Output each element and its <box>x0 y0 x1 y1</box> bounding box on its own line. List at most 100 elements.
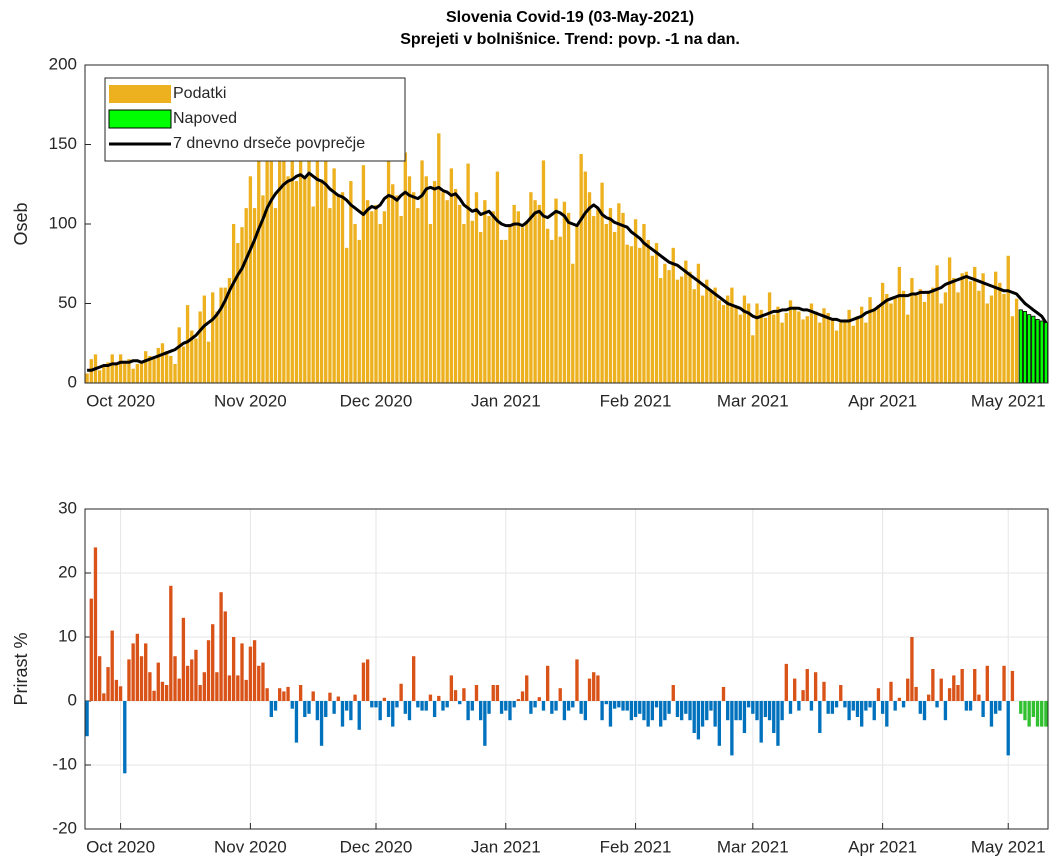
bar <box>813 672 818 701</box>
bar <box>273 701 278 711</box>
bar <box>985 303 989 383</box>
bar <box>307 701 311 714</box>
bar <box>407 176 412 383</box>
bar <box>654 701 659 708</box>
bar <box>118 354 123 383</box>
x-tick-label: Feb 2021 <box>600 391 672 410</box>
bar <box>772 701 776 733</box>
bar <box>190 330 194 383</box>
bar <box>315 701 320 721</box>
bar <box>625 701 629 711</box>
bar <box>462 688 466 701</box>
bar <box>1044 701 1048 727</box>
bar <box>458 701 462 705</box>
bar <box>659 701 663 727</box>
bar <box>185 305 190 383</box>
bar <box>830 701 835 714</box>
bar <box>545 228 550 383</box>
y-tick-label: 0 <box>68 372 77 391</box>
bar <box>97 370 102 383</box>
bar <box>370 701 374 708</box>
y-tick-label: 0 <box>68 690 77 709</box>
y-tick-label: 200 <box>49 54 77 73</box>
bar <box>1019 701 1023 714</box>
bar <box>223 611 227 701</box>
bar <box>273 208 278 383</box>
bar <box>106 362 110 383</box>
bar <box>491 685 495 701</box>
bar <box>705 701 709 721</box>
bar <box>303 701 307 717</box>
bar <box>537 697 541 701</box>
bar <box>403 152 407 383</box>
bar <box>169 585 173 701</box>
bar <box>261 662 265 701</box>
bar <box>1027 314 1032 384</box>
bar <box>449 168 454 383</box>
bar <box>499 239 504 383</box>
bar <box>416 208 420 383</box>
bar <box>801 319 805 383</box>
bar <box>793 306 797 383</box>
bar <box>537 204 541 383</box>
x-tick-label: Dec 2020 <box>340 837 413 856</box>
bar <box>211 624 215 701</box>
bar <box>864 322 868 383</box>
bar <box>135 633 140 701</box>
bar <box>868 297 872 383</box>
bar <box>160 343 165 383</box>
bar <box>918 289 922 383</box>
bar <box>244 208 248 383</box>
bar <box>897 266 902 383</box>
bar <box>931 287 935 383</box>
bar <box>675 701 680 717</box>
bar <box>713 701 717 727</box>
bar <box>818 701 822 733</box>
bar <box>278 160 282 383</box>
bar <box>1023 701 1027 721</box>
bar <box>173 656 177 701</box>
bar <box>114 679 119 701</box>
bar <box>880 282 885 383</box>
bar <box>541 701 546 711</box>
bar <box>587 678 592 701</box>
bar <box>688 701 692 721</box>
bar <box>562 701 567 721</box>
bar <box>880 701 885 714</box>
y-axis-label: Prirast % <box>11 632 31 705</box>
bar <box>236 675 240 701</box>
x-tick-label: Nov 2020 <box>214 837 287 856</box>
bar <box>860 306 864 383</box>
bar <box>922 701 927 721</box>
bar <box>131 643 135 701</box>
bar <box>952 278 956 383</box>
bar <box>85 701 89 737</box>
bar <box>1014 298 1019 383</box>
bar <box>466 163 470 383</box>
bar <box>600 701 604 721</box>
bar <box>441 701 445 711</box>
bar <box>294 701 299 743</box>
bar <box>914 686 918 701</box>
bar <box>395 195 399 383</box>
bar <box>261 195 265 383</box>
bar <box>412 192 416 383</box>
bar <box>319 179 324 383</box>
bar <box>89 598 93 701</box>
bar <box>654 243 659 383</box>
bar <box>826 313 830 383</box>
bar <box>231 224 236 383</box>
bar <box>788 300 793 383</box>
bar <box>395 701 399 708</box>
bar <box>206 640 211 701</box>
bar <box>1043 322 1048 384</box>
bar <box>139 362 144 383</box>
bar <box>956 685 960 701</box>
bar <box>780 701 784 721</box>
bar <box>223 287 227 383</box>
bar <box>508 224 512 383</box>
bar <box>328 208 332 383</box>
bar <box>110 354 114 383</box>
bar <box>809 303 814 383</box>
bar <box>219 592 223 701</box>
